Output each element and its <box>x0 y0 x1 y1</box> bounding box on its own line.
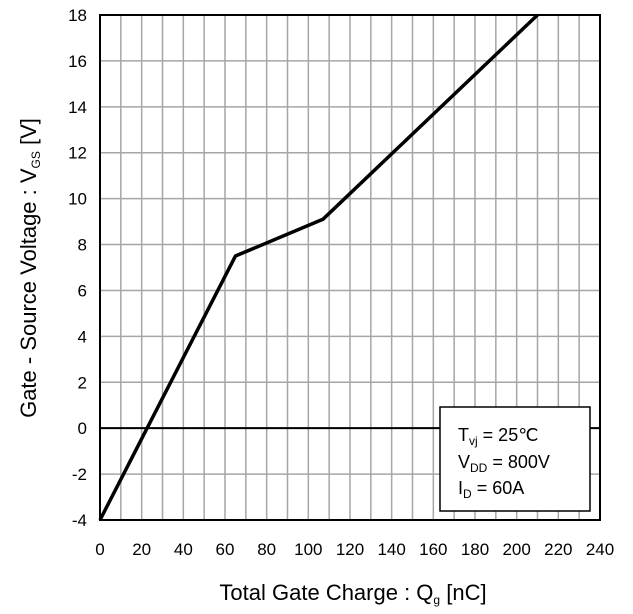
x-tick-label: 60 <box>216 540 235 559</box>
y-tick-label: 2 <box>78 373 87 392</box>
condition-drain-current: ID = 60A <box>458 478 524 501</box>
x-tick-label: 0 <box>95 540 104 559</box>
series-group <box>98 13 539 521</box>
x-tick-label: 120 <box>336 540 364 559</box>
series-line <box>98 13 539 521</box>
x-tick-label: 200 <box>502 540 530 559</box>
y-tick-label: 12 <box>68 144 87 163</box>
x-tick-label: 80 <box>257 540 276 559</box>
x-tick-label: 140 <box>377 540 405 559</box>
y-tick-label: 6 <box>78 281 87 300</box>
y-tick-label: -2 <box>72 465 87 484</box>
y-tick-labels: -4 -2 0 2 4 6 8 10 12 14 16 18 <box>68 6 87 530</box>
y-axis-label: Gate - Source Voltage : VGS [V] <box>16 118 43 418</box>
condition-vdd: VDD = 800V <box>458 452 550 475</box>
x-tick-label: 240 <box>586 540 614 559</box>
conditions-box: Tvj = 25℃ VDD = 800V ID = 60A <box>439 406 591 512</box>
x-tick-label: 20 <box>132 540 151 559</box>
x-tick-label: 40 <box>174 540 193 559</box>
x-tick-label: 100 <box>294 540 322 559</box>
y-tick-label: 8 <box>78 236 87 255</box>
condition-temperature: Tvj = 25℃ <box>458 425 538 448</box>
y-tick-label: 4 <box>78 327 87 346</box>
x-tick-label: 180 <box>461 540 489 559</box>
x-tick-labels: 0 20 40 60 80 100 120 140 160 180 200 220 240 <box>95 540 614 559</box>
plot-frame <box>99 14 601 521</box>
y-tick-label: 14 <box>68 98 87 117</box>
x-tick-label: 220 <box>544 540 572 559</box>
y-tick-label: -4 <box>72 511 87 530</box>
y-tick-label: 18 <box>68 6 87 25</box>
x-tick-label: 160 <box>419 540 447 559</box>
x-axis-label: Total Gate Charge : Qg [nC] <box>219 580 486 607</box>
y-tick-label: 10 <box>68 190 87 209</box>
y-tick-label: 0 <box>78 419 87 438</box>
y-tick-label: 16 <box>68 52 87 71</box>
